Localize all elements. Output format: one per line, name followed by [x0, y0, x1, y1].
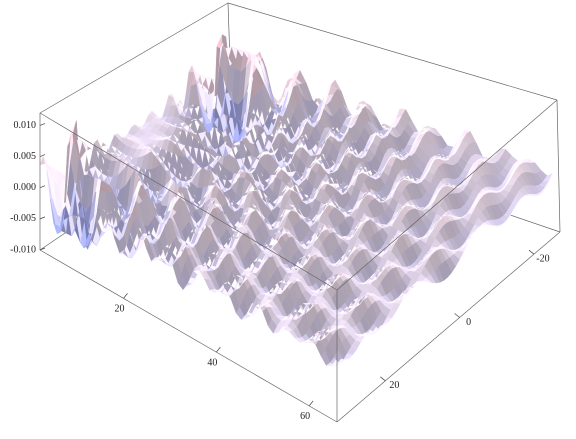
- z-tick-label: 0.005: [14, 151, 37, 162]
- x-tick-label: 40: [207, 357, 217, 368]
- z-tick: [39, 247, 46, 251]
- z-tick: [39, 123, 46, 126]
- box-edge: [556, 99, 561, 233]
- x-tick: [308, 400, 314, 407]
- y-tick: [380, 376, 386, 382]
- x-tick-label: 20: [115, 304, 125, 315]
- box-edge: [39, 2, 229, 114]
- front-edges: [39, 2, 561, 423]
- box-edge: [227, 2, 558, 101]
- z-tick: [39, 216, 46, 220]
- box-edge: [336, 231, 561, 423]
- z-tick: [39, 154, 46, 157]
- z-tick-label: -0.010: [10, 244, 36, 255]
- y-tick-label: -20: [536, 253, 549, 264]
- axes: -0.010 -0.005 0.000 0.005 0.010 20 40 60 -20 0 20: [10, 120, 549, 422]
- y-tick: [528, 249, 535, 255]
- box-edge: [336, 99, 558, 291]
- box-edge: [39, 112, 338, 291]
- y-tick-label: 0: [466, 317, 471, 328]
- y-tick-label: 20: [389, 380, 399, 391]
- y-tick: [454, 313, 460, 318]
- z-tick: [39, 185, 46, 189]
- z-tick-label: 0.000: [14, 182, 37, 193]
- x-tick: [123, 293, 128, 299]
- x-tick-label: 60: [300, 411, 310, 422]
- x-tick: [216, 346, 221, 353]
- z-tick-label: 0.010: [14, 120, 37, 131]
- box-edge: [39, 249, 338, 423]
- surface: [39, 34, 559, 367]
- surface-patch: [548, 165, 559, 181]
- z-tick-label: -0.005: [10, 213, 36, 224]
